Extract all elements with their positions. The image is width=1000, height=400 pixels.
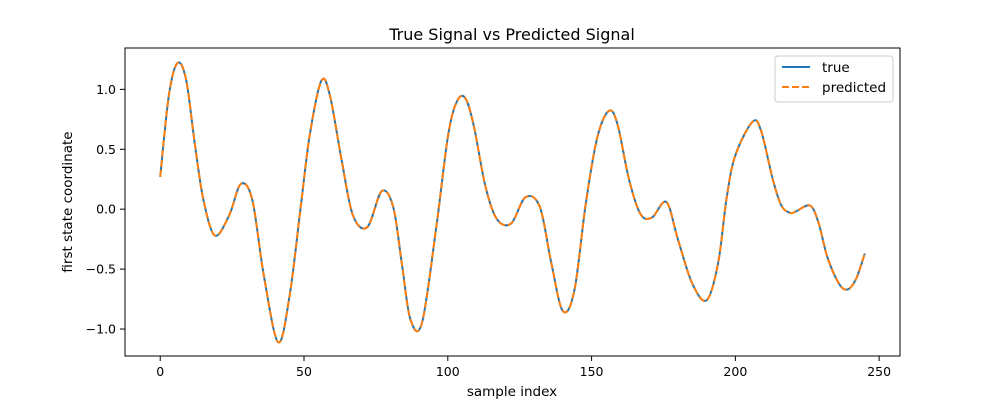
legend-label-predicted: predicted — [822, 80, 886, 96]
y-axis-label: first state coordinate — [60, 131, 76, 272]
y-tick-label: 0.5 — [96, 142, 116, 157]
x-axis: 0 50 100 150 200 250 — [156, 356, 891, 379]
x-tick-label: 0 — [156, 364, 164, 379]
x-tick-label: 50 — [296, 364, 312, 379]
x-tick-label: 150 — [580, 364, 604, 379]
x-tick-label: 100 — [436, 364, 460, 379]
x-axis-label: sample index — [467, 384, 557, 400]
legend-label-true: true — [822, 60, 850, 76]
y-tick-label: 0.0 — [96, 202, 116, 217]
y-tick-label: −1.0 — [86, 322, 116, 337]
chart-title: True Signal vs Predicted Signal — [388, 25, 635, 44]
series-line-true — [159, 61, 866, 344]
series-line-predicted — [159, 61, 866, 344]
x-tick-label: 250 — [867, 364, 891, 379]
x-tick-label: 200 — [723, 364, 747, 379]
plot-frame — [124, 47, 901, 357]
y-tick-label: −0.5 — [86, 262, 116, 277]
y-tick-label: 1.0 — [96, 82, 116, 97]
legend: true predicted — [774, 55, 894, 103]
series-layer — [159, 61, 866, 344]
y-axis: −1.0 −0.5 0.0 0.5 1.0 — [86, 82, 125, 337]
